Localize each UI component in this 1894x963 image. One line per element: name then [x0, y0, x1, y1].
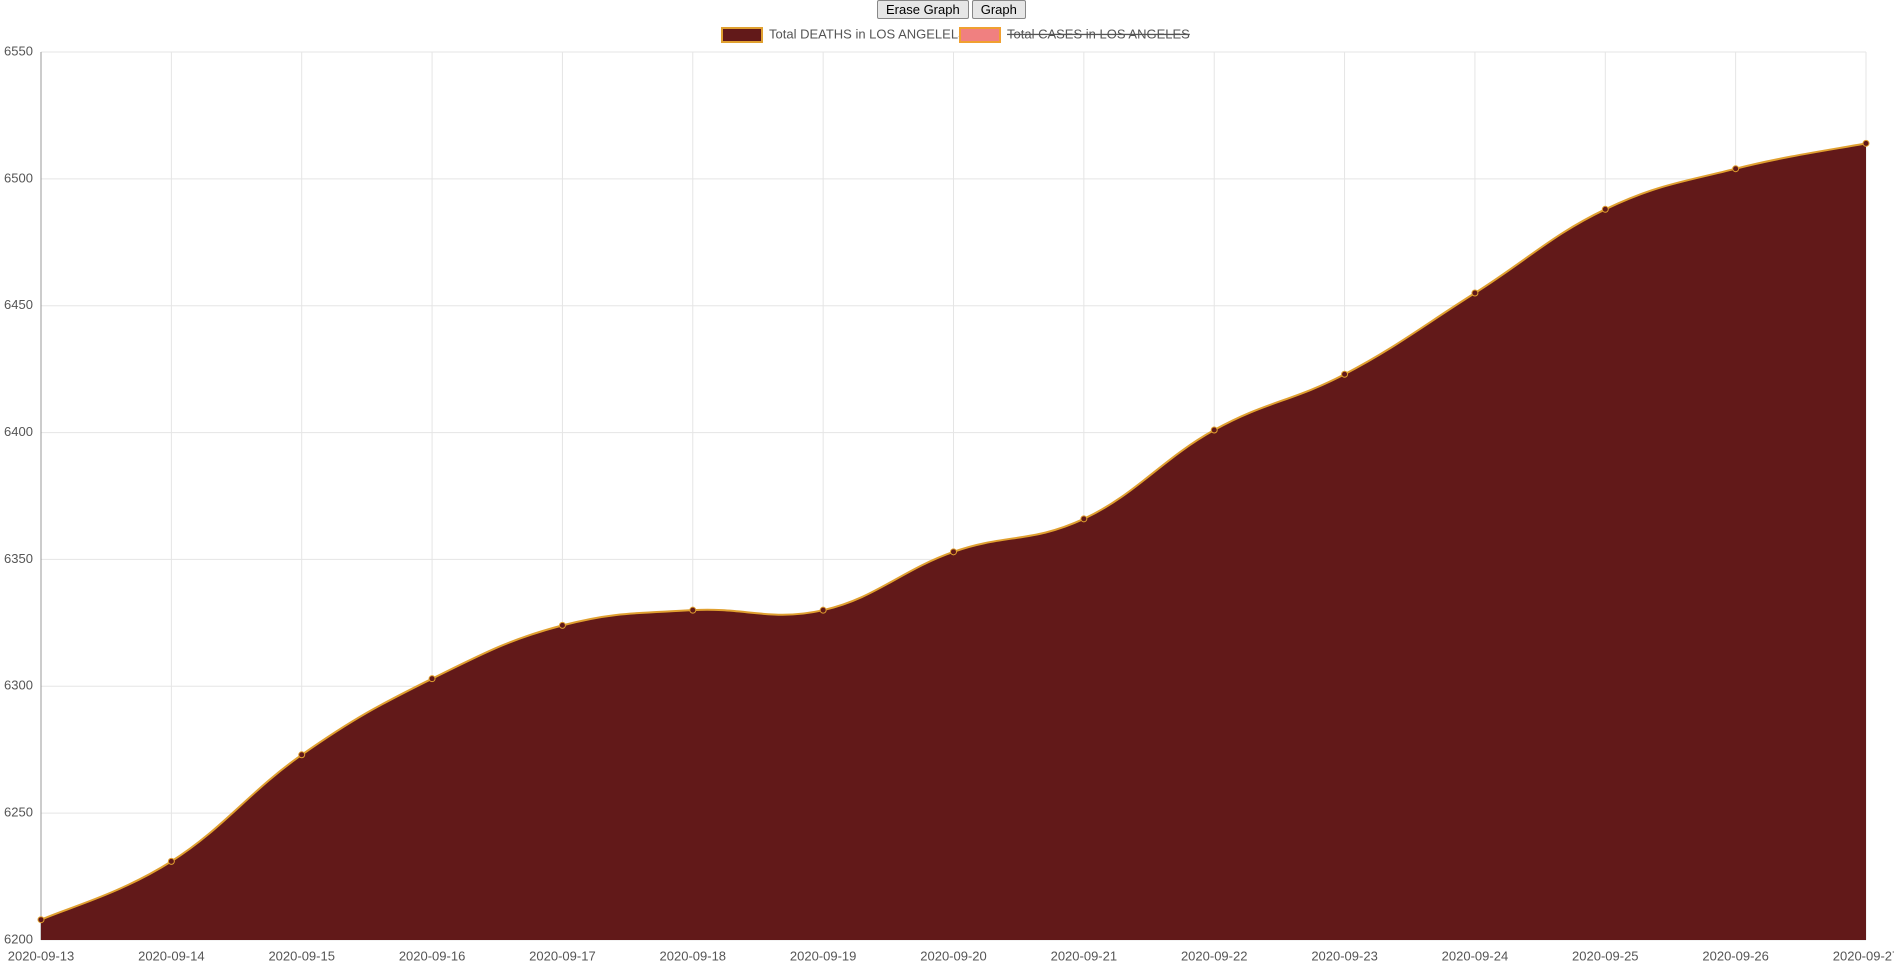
x-tick-label: 2020-09-25 — [1572, 948, 1639, 963]
x-tick-label: 2020-09-19 — [790, 948, 857, 963]
data-point — [819, 606, 827, 614]
x-tick-label: 2020-09-20 — [920, 948, 987, 963]
y-tick-label: 6550 — [4, 43, 33, 58]
data-point — [1080, 515, 1088, 523]
y-tick-label: 6350 — [4, 551, 33, 566]
legend-label: Total CASES in LOS ANGELES — [1007, 26, 1190, 41]
x-tick-label: 2020-09-24 — [1442, 948, 1509, 963]
area-fill — [41, 143, 1866, 940]
data-point — [1341, 370, 1349, 378]
graph-button[interactable]: Graph — [971, 0, 1026, 19]
data-point — [298, 751, 306, 759]
data-point — [1862, 139, 1870, 147]
x-tick-label: 2020-09-26 — [1702, 948, 1769, 963]
data-point — [1601, 205, 1609, 213]
x-tick-label: 2020-09-27 — [1833, 948, 1894, 963]
data-point — [950, 548, 957, 556]
erase-button[interactable]: Erase Graph — [877, 0, 969, 19]
data-point — [1732, 165, 1740, 173]
data-point — [428, 675, 436, 683]
data-point — [167, 857, 175, 865]
y-tick-label: 6250 — [4, 805, 33, 820]
y-tick-label: 6200 — [4, 931, 33, 946]
y-tick-label: 6300 — [4, 678, 33, 693]
data-point — [689, 606, 697, 614]
x-tick-label: 2020-09-17 — [529, 948, 596, 963]
y-tick-label: 6400 — [4, 424, 33, 439]
x-tick-label: 2020-09-21 — [1051, 948, 1118, 963]
data-point — [1471, 289, 1479, 297]
x-tick-label: 2020-09-18 — [660, 948, 727, 963]
data-point — [37, 916, 45, 924]
data-point — [558, 621, 566, 629]
x-tick-label: 2020-09-16 — [399, 948, 466, 963]
legend-label: Total DEATHS in LOS ANGELELS — [769, 26, 967, 41]
toolbar: Erase Graph Graph — [877, 0, 1026, 19]
y-tick-label: 6500 — [4, 170, 33, 185]
x-tick-label: 2020-09-22 — [1181, 948, 1248, 963]
x-tick-label: 2020-09-15 — [268, 948, 335, 963]
y-tick-label: 6450 — [4, 297, 33, 312]
legend-swatch — [721, 27, 763, 43]
data-point — [1210, 426, 1218, 434]
x-tick-label: 2020-09-23 — [1311, 948, 1378, 963]
x-tick-label: 2020-09-13 — [8, 948, 75, 963]
legend-swatch — [959, 27, 1001, 43]
x-tick-label: 2020-09-14 — [138, 948, 205, 963]
